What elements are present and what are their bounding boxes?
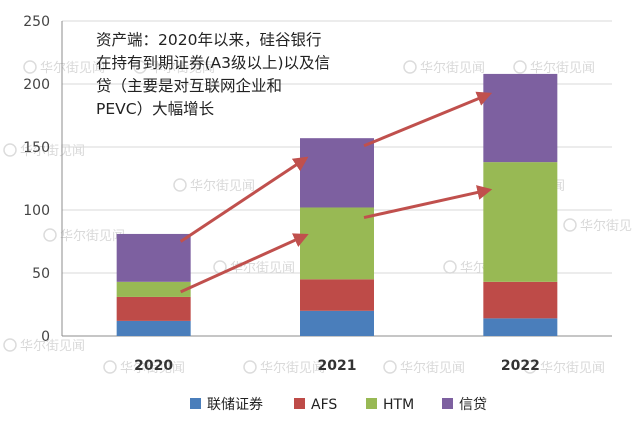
annotation-line: PEVC）大幅增长	[96, 100, 214, 118]
bar-segment	[483, 73, 558, 163]
trend-arrow	[363, 185, 493, 220]
trend-arrow	[363, 91, 493, 148]
legend-swatch	[190, 398, 201, 409]
watermark-logo-icon	[43, 228, 57, 242]
annotation-text: 资产端：2020年以来，硅谷银行在持有到期证券(A3级以上)以及信贷（主要是对互…	[96, 31, 330, 118]
watermark: 华尔街见闻	[173, 178, 255, 194]
watermark: 华尔街见闻	[563, 218, 632, 234]
y-tick-label: 0	[41, 329, 50, 345]
legend-entry: 信贷	[442, 397, 487, 413]
watermark-text: 华尔街见闻	[580, 219, 632, 234]
watermark-logo-icon	[23, 60, 37, 74]
watermark: 华尔街见闻	[3, 143, 85, 159]
watermark-text: 华尔街见闻	[530, 61, 595, 76]
legend-swatch	[294, 398, 305, 409]
watermark: 华尔街见闻	[403, 60, 485, 76]
bar-segment	[300, 138, 374, 208]
watermark-text: 华尔街见闻	[120, 361, 185, 376]
y-tick-label: 250	[23, 14, 50, 30]
bar-segment	[483, 281, 558, 319]
bars	[116, 73, 558, 336]
watermark-text: 华尔街见闻	[20, 144, 85, 159]
bar-segment	[116, 296, 191, 321]
watermark-text: 华尔街见闻	[40, 61, 105, 76]
watermark-text: 华尔街见闻	[400, 361, 465, 376]
annotation-line: 贷（主要是对互联网企业和	[96, 77, 282, 95]
x-tick-label: 2022	[501, 358, 540, 374]
y-tick-label: 50	[32, 266, 50, 282]
watermark: 华尔街见闻	[23, 60, 105, 76]
watermark: 华尔街见闻	[383, 360, 465, 376]
trend-arrow	[180, 233, 309, 294]
watermark-logo-icon	[513, 60, 527, 74]
y-tick-label: 150	[23, 140, 50, 156]
watermark-text: 华尔街见闻	[150, 61, 215, 76]
trend-arrow	[179, 156, 309, 243]
watermark-logo-icon	[383, 360, 397, 374]
watermark-logo-icon	[443, 260, 457, 274]
watermark-layer: 华尔街见闻 华尔街见闻 华尔街见闻 华尔街见闻华尔街见闻华尔街见闻华尔街见闻华尔街见闻…	[3, 60, 632, 376]
bar-segment	[483, 162, 558, 282]
annotation-line: 在持有到期证券(A3级以上)以及信	[96, 54, 330, 72]
legend-label: HTM	[383, 397, 414, 413]
watermark-text: 华尔街见闻	[60, 229, 125, 244]
watermark-logo-icon	[523, 360, 537, 374]
legend-entry: AFS	[294, 397, 337, 413]
legend-swatch	[442, 398, 453, 409]
y-axis: 0 50 100 150 200 250	[23, 14, 63, 345]
watermark-logo-icon	[133, 60, 147, 74]
watermark: 华尔街见闻	[43, 228, 125, 244]
y-tick-label: 200	[23, 77, 50, 93]
bar-segment	[116, 320, 191, 336]
watermark: 华尔街见闻	[103, 360, 185, 376]
watermark-logo-icon	[3, 338, 17, 352]
annotation-line: 资产端：2020年以来，硅谷银行	[96, 31, 321, 49]
watermark-text: 华尔街见闻	[20, 339, 85, 354]
legend-label: AFS	[311, 397, 337, 413]
watermark: 华尔街见闻	[523, 360, 605, 376]
x-tick-label: 2020	[134, 358, 173, 374]
watermark-logo-icon	[563, 218, 577, 232]
watermark-text: 华尔街见闻	[540, 361, 605, 376]
legend: 联储证券 AFS HTM 信贷	[190, 397, 487, 413]
legend-label: 信贷	[459, 397, 487, 413]
bar-segment	[300, 207, 374, 280]
trend-arrows	[179, 91, 493, 294]
legend-entry: HTM	[366, 397, 414, 413]
watermark: 华尔街见闻	[213, 260, 295, 276]
legend-swatch	[366, 398, 377, 409]
watermark-text: 华尔街见闻	[420, 61, 485, 76]
bar-segment	[300, 279, 374, 311]
bar-segment	[483, 318, 558, 336]
bar-segment	[116, 233, 191, 282]
watermark: 华尔街见闻	[513, 60, 595, 76]
watermark-text: 华尔街见闻	[190, 179, 255, 194]
x-tick-label: 2021	[318, 358, 357, 374]
watermark: 华尔街见闻	[3, 338, 85, 354]
watermark-logo-icon	[103, 360, 117, 374]
watermark-logo-icon	[403, 60, 417, 74]
legend-entry: 联储证券	[190, 397, 263, 413]
bar-segment	[300, 310, 374, 336]
watermark-text: 华尔街见闻	[260, 361, 325, 376]
y-tick-label: 100	[23, 203, 50, 219]
x-axis: 2020 2021 2022	[134, 358, 540, 374]
watermark-text: 华尔街见闻	[230, 261, 295, 276]
legend-label: 联储证券	[207, 397, 263, 413]
watermark-logo-icon	[3, 143, 17, 157]
bar-segment	[116, 281, 191, 297]
watermark-logo-icon	[243, 360, 257, 374]
watermark-logo-icon	[173, 178, 187, 192]
watermark: 华尔街见闻	[243, 360, 325, 376]
watermark: 华尔街见闻	[133, 60, 215, 76]
